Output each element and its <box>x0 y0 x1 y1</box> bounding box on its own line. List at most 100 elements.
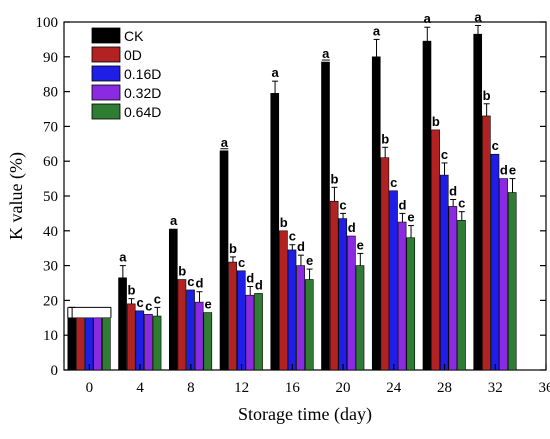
significance-label: d <box>195 276 203 291</box>
y-tick-label: 30 <box>43 259 58 275</box>
significance-label: c <box>441 147 448 162</box>
significance-label: c <box>136 295 143 310</box>
y-tick-label: 90 <box>43 50 58 66</box>
bar-064D-20 <box>355 265 365 371</box>
significance-label: c <box>289 229 296 244</box>
legend-swatch-064D <box>91 103 121 120</box>
y-tick-label: 100 <box>36 15 59 31</box>
significance-label: a <box>221 135 229 150</box>
x-axis-title: Storage time (day) <box>238 404 372 425</box>
bar-0D-4 <box>126 303 136 371</box>
bar-016D-28 <box>439 174 449 371</box>
legend-label-064D: 0.64D <box>124 104 161 120</box>
bar-CK-32 <box>473 33 483 371</box>
x-tick-label: 16 <box>285 380 301 396</box>
significance-label: b <box>280 215 288 230</box>
significance-label: d <box>348 220 356 235</box>
y-tick-label: 80 <box>43 85 58 101</box>
y-tick-label: 60 <box>43 154 58 170</box>
bar-0D-12 <box>228 261 237 371</box>
bar-064D-0 <box>102 317 111 371</box>
legend-swatch-0D <box>91 46 121 63</box>
bar-016D-4 <box>135 310 145 371</box>
x-tick-label: 12 <box>234 380 249 396</box>
significance-label: d <box>500 163 508 178</box>
bar-016D-24 <box>389 190 398 371</box>
y-axis-title: K value (%) <box>6 152 27 240</box>
bar-CK-8 <box>168 228 178 371</box>
bar-032D-8 <box>194 301 204 371</box>
legend-label-0D: 0D <box>124 47 142 63</box>
significance-label: b <box>432 114 440 129</box>
bar-CK-12 <box>219 150 229 371</box>
significance-label: c <box>458 196 465 211</box>
significance-label: e <box>509 163 516 178</box>
significance-label: b <box>128 283 136 298</box>
significance-label: e <box>306 253 313 268</box>
bar-CK-28 <box>422 40 432 371</box>
significance-label: a <box>170 213 178 228</box>
significance-label: b <box>483 88 491 103</box>
bar-0D-24 <box>380 157 390 371</box>
y-tick-label: 10 <box>43 328 58 344</box>
legend-swatch-CK <box>91 27 121 44</box>
y-tick-label: 40 <box>43 224 58 240</box>
legend-swatch-032D <box>91 84 121 101</box>
x-tick-label: 28 <box>437 380 452 396</box>
bar-032D-20 <box>347 235 356 371</box>
bar-064D-28 <box>457 220 466 371</box>
significance-label: d <box>297 239 305 254</box>
significance-label: c <box>339 197 346 212</box>
legend-swatch-016D <box>91 65 121 82</box>
significance-label: b <box>330 171 338 186</box>
significance-label: d <box>246 270 254 285</box>
bar-0D-32 <box>482 115 491 371</box>
bar-016D-20 <box>338 218 348 371</box>
x-tick-label: 24 <box>386 380 402 396</box>
bar-064D-24 <box>406 237 416 371</box>
x-tick-label: 0 <box>86 380 94 396</box>
significance-label: a <box>373 23 381 38</box>
bar-064D-4 <box>152 315 162 371</box>
bar-064D-8 <box>203 312 213 371</box>
x-tick-label: 32 <box>488 380 503 396</box>
significance-label: c <box>154 291 161 306</box>
significance-label: e <box>357 237 364 252</box>
bar-0D-20 <box>329 200 339 371</box>
bar-016D-8 <box>186 289 195 371</box>
y-tick-label: 20 <box>43 293 58 309</box>
bar-032D-28 <box>448 206 458 371</box>
bar-0D-28 <box>431 129 440 371</box>
bar-016D-12 <box>236 270 246 371</box>
significance-label: c <box>145 298 152 313</box>
significance-label: b <box>381 131 389 146</box>
bar-CK-20 <box>321 61 330 371</box>
significance-label: c <box>492 138 499 153</box>
bar-032D-0 <box>93 317 103 371</box>
legend: CK 0D 0.16D 0.32D 0.64D <box>91 27 161 120</box>
bar-016D-16 <box>287 249 297 371</box>
legend-label-CK: CK <box>124 28 144 44</box>
x-tick-label: 8 <box>187 380 195 396</box>
bar-CK-0 <box>67 317 77 371</box>
bar-0D-8 <box>177 279 187 371</box>
significance-label: a <box>271 65 279 80</box>
significance-label: a <box>424 11 432 26</box>
x-tick-label: 4 <box>136 380 144 396</box>
significance-label: d <box>255 277 263 292</box>
bar-0D-16 <box>279 230 288 371</box>
legend-label-032D: 0.32D <box>124 85 161 101</box>
y-tick-label: 0 <box>51 363 59 379</box>
significance-label: d <box>449 183 457 198</box>
bar-0D-0 <box>76 317 85 371</box>
y-tick-label: 70 <box>43 119 58 135</box>
significance-label: a <box>119 250 127 265</box>
significance-label: d <box>398 197 406 212</box>
bar-032D-32 <box>499 178 508 371</box>
bar-016D-32 <box>490 153 500 371</box>
bar-CK-4 <box>118 277 127 371</box>
bar-064D-16 <box>304 279 314 371</box>
legend-label-016D: 0.16D <box>124 66 161 82</box>
significance-label: e <box>204 297 211 312</box>
